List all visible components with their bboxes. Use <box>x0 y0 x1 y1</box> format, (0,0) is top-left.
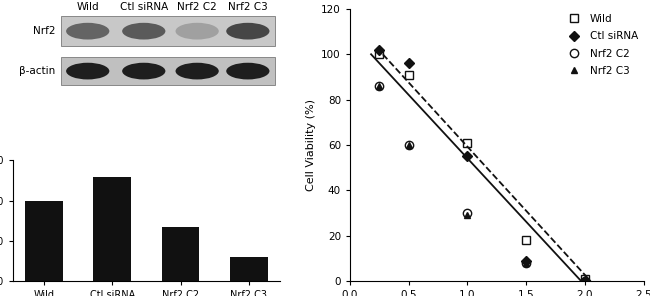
Nrf2 C3 <box>376 84 384 88</box>
Nrf2 C2 <box>405 143 413 147</box>
Ellipse shape <box>66 63 109 79</box>
Text: Nrf2 C3: Nrf2 C3 <box>228 2 268 12</box>
Ctl siRNA <box>463 155 471 158</box>
Nrf2 C3 <box>463 214 471 217</box>
Wild <box>405 73 413 76</box>
Nrf2 C2 <box>522 261 530 265</box>
Ctl siRNA <box>405 62 413 65</box>
Ellipse shape <box>122 23 165 40</box>
Nrf2 C2 <box>376 84 384 88</box>
Ellipse shape <box>226 23 270 40</box>
Nrf2 C3 <box>522 261 530 265</box>
Wild <box>376 52 384 56</box>
Text: Wild: Wild <box>77 2 99 12</box>
Text: B: B <box>297 0 309 2</box>
Y-axis label: Cell Viability (%): Cell Viability (%) <box>306 99 316 191</box>
Wild <box>463 141 471 144</box>
Bar <box>61 57 274 85</box>
Line: Nrf2 C2: Nrf2 C2 <box>375 82 589 285</box>
Text: Ctl siRNA: Ctl siRNA <box>120 2 168 12</box>
Bar <box>61 16 274 46</box>
Ellipse shape <box>176 63 219 79</box>
Bar <box>94 177 131 296</box>
Text: β-actin: β-actin <box>20 66 56 76</box>
Ctl siRNA <box>522 259 530 263</box>
Ctl siRNA <box>376 48 384 52</box>
Legend: Wild, Ctl siRNA, Nrf2 C2, Nrf2 C3: Wild, Ctl siRNA, Nrf2 C2, Nrf2 C3 <box>560 10 642 80</box>
Bar <box>162 227 200 296</box>
Bar <box>25 201 62 296</box>
Ellipse shape <box>122 63 165 79</box>
Ctl siRNA <box>581 279 589 283</box>
Wild <box>522 239 530 242</box>
Ellipse shape <box>176 23 219 40</box>
Text: Nrf2 C2: Nrf2 C2 <box>177 2 217 12</box>
Nrf2 C3 <box>581 279 589 283</box>
Ellipse shape <box>226 63 270 79</box>
Text: Nrf2: Nrf2 <box>33 26 56 36</box>
Nrf2 C2 <box>463 211 471 215</box>
Line: Ctl siRNA: Ctl siRNA <box>376 46 588 285</box>
Nrf2 C2 <box>581 279 589 283</box>
Line: Nrf2 C3: Nrf2 C3 <box>376 83 588 285</box>
Line: Wild: Wild <box>375 50 589 283</box>
Nrf2 C3 <box>405 143 413 147</box>
Wild <box>581 277 589 281</box>
Ellipse shape <box>66 23 109 40</box>
Bar <box>230 257 268 296</box>
